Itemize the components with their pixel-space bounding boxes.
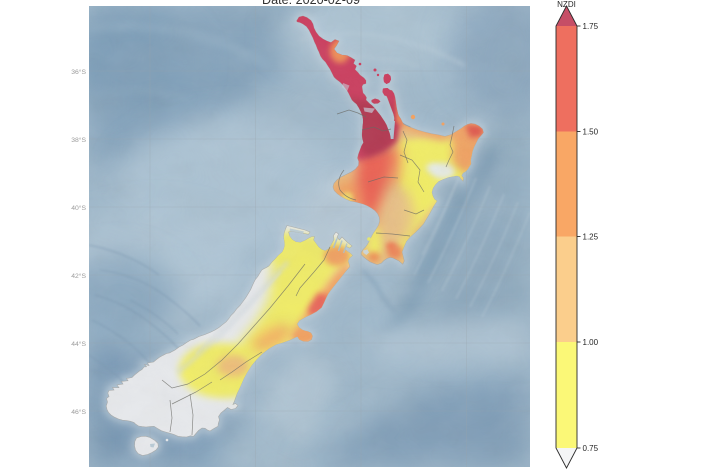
svg-text:1.75: 1.75 — [583, 22, 599, 31]
svg-text:0.75: 0.75 — [583, 444, 599, 453]
svg-text:38°S: 38°S — [71, 136, 86, 144]
svg-text:46°S: 46°S — [71, 408, 86, 416]
svg-text:1.50: 1.50 — [583, 127, 599, 136]
svg-text:NZDI: NZDI — [557, 0, 576, 9]
svg-text:1.25: 1.25 — [583, 232, 599, 241]
svg-text:Date: 2020-02-09: Date: 2020-02-09 — [262, 0, 360, 7]
svg-text:1.00: 1.00 — [583, 338, 599, 347]
svg-text:44°S: 44°S — [71, 340, 86, 348]
svg-text:36°S: 36°S — [71, 68, 86, 76]
svg-text:42°S: 42°S — [71, 272, 86, 280]
svg-text:40°S: 40°S — [71, 204, 86, 212]
